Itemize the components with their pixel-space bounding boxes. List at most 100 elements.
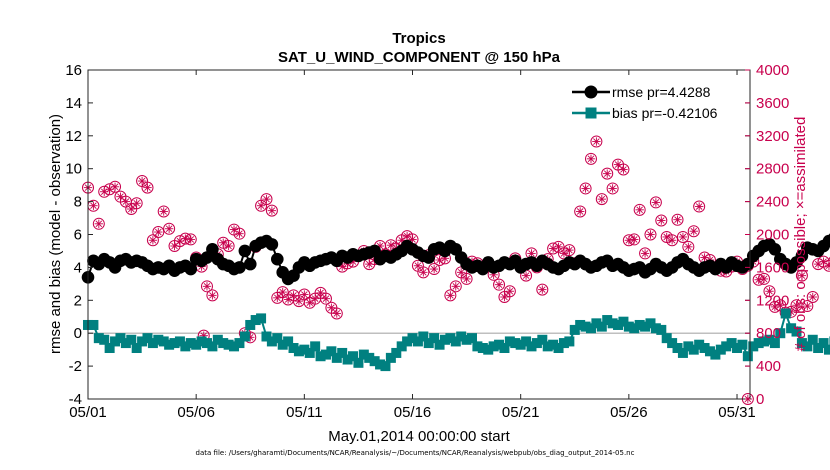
obs-circle bbox=[693, 200, 706, 213]
obs-point bbox=[676, 230, 689, 243]
obs-circle bbox=[260, 193, 273, 206]
obs-point bbox=[493, 278, 506, 291]
bias-point bbox=[418, 331, 429, 342]
bias-point bbox=[526, 341, 537, 352]
x-tick-label: 05/11 bbox=[286, 404, 322, 421]
bias-point bbox=[348, 351, 359, 362]
bias-point bbox=[564, 336, 575, 347]
obs-circle bbox=[763, 285, 776, 298]
obs-circle bbox=[222, 240, 235, 253]
bias-point bbox=[515, 339, 526, 350]
bias-point bbox=[607, 318, 618, 329]
obs-point bbox=[152, 226, 165, 239]
obs-point bbox=[671, 213, 684, 226]
bias-point bbox=[542, 341, 553, 352]
bias-point bbox=[423, 338, 434, 349]
x-tick-label: 05/21 bbox=[502, 404, 540, 421]
obs-circle bbox=[92, 217, 105, 230]
x-tick-label: 05/31 bbox=[718, 404, 756, 421]
obs-point bbox=[574, 205, 587, 218]
bias-point bbox=[223, 339, 234, 350]
bias-point bbox=[813, 343, 824, 354]
bias-point bbox=[710, 349, 721, 360]
obs-circle bbox=[584, 152, 597, 165]
obs-star-stroke bbox=[679, 233, 687, 241]
obs-star-stroke bbox=[776, 301, 784, 309]
bias-point bbox=[396, 341, 407, 352]
obs-star-stroke bbox=[609, 185, 616, 192]
bias-point bbox=[688, 344, 699, 355]
data-file-note: data file: /Users/gharamti/Documents/NCA… bbox=[195, 449, 635, 457]
bias-point bbox=[353, 357, 364, 368]
obs-point bbox=[682, 240, 695, 253]
obs-point bbox=[687, 225, 700, 238]
obs-point bbox=[536, 283, 549, 296]
bias-point bbox=[261, 331, 272, 342]
obs-star-stroke bbox=[430, 265, 438, 273]
obs-star-stroke bbox=[641, 250, 649, 257]
rmse-point bbox=[243, 257, 257, 271]
bias-point bbox=[672, 343, 683, 354]
x-tick-label: 05/01 bbox=[69, 404, 107, 421]
obs-point bbox=[200, 280, 213, 293]
bias-point bbox=[369, 356, 380, 367]
bias-point bbox=[272, 333, 283, 344]
obs-star-stroke bbox=[203, 283, 211, 290]
obs-star-stroke bbox=[187, 236, 195, 243]
obs-star-stroke bbox=[133, 199, 140, 207]
obs-circle bbox=[444, 289, 457, 302]
obs-circle bbox=[758, 272, 771, 285]
obs-star-stroke bbox=[820, 258, 827, 265]
rmse-point bbox=[265, 238, 279, 251]
obs-star-stroke bbox=[506, 287, 514, 295]
obs-circle bbox=[233, 227, 246, 240]
bias-point bbox=[683, 341, 694, 352]
legend: rmse pr=4.4288 bias pr=-0.42106 bbox=[572, 84, 718, 121]
bias-point bbox=[445, 333, 456, 344]
obs-star-stroke bbox=[528, 250, 535, 257]
obs-star-stroke bbox=[160, 208, 168, 215]
bias-point bbox=[569, 324, 580, 335]
obs-point bbox=[503, 285, 516, 298]
y-tick-label: 0 bbox=[74, 325, 82, 342]
bias-point bbox=[320, 349, 331, 360]
bias-point bbox=[699, 343, 710, 354]
y-tick-label: 16 bbox=[65, 62, 82, 79]
obs-star-stroke bbox=[365, 260, 373, 268]
y2-tick-label: 2400 bbox=[756, 194, 789, 211]
bias-point bbox=[818, 338, 829, 349]
obs-star-stroke bbox=[614, 161, 622, 168]
bias-point bbox=[553, 343, 564, 354]
obs-circle bbox=[428, 263, 441, 276]
obs-circle bbox=[666, 234, 679, 247]
y2-tick-label: 2000 bbox=[756, 227, 789, 244]
legend-bias-marker bbox=[585, 107, 597, 119]
obs-circle bbox=[801, 300, 814, 313]
obs-star-stroke bbox=[138, 177, 146, 185]
bias-point bbox=[283, 336, 294, 347]
bias-point bbox=[277, 339, 288, 350]
rmse-point bbox=[270, 252, 284, 266]
obs-circle bbox=[828, 256, 830, 265]
y-tick-label: 2 bbox=[74, 292, 82, 309]
obs-circle bbox=[330, 307, 343, 320]
obs-star-stroke bbox=[636, 206, 643, 214]
bias-point bbox=[667, 338, 678, 349]
obs-circle bbox=[806, 291, 819, 304]
obs-circle bbox=[200, 280, 213, 293]
obs-star-stroke bbox=[338, 263, 346, 270]
bias-point bbox=[250, 315, 261, 326]
obs-star-stroke bbox=[95, 220, 103, 228]
obs-circle bbox=[563, 244, 576, 257]
bias-point bbox=[288, 343, 299, 354]
obs-point bbox=[655, 214, 668, 227]
obs-circle bbox=[682, 240, 695, 253]
bias-point bbox=[732, 343, 743, 354]
obs-circle bbox=[606, 182, 619, 195]
bias-point bbox=[677, 347, 688, 358]
bias-series bbox=[83, 308, 830, 372]
obs-star-stroke bbox=[219, 239, 227, 247]
obs-star-stroke bbox=[90, 202, 97, 210]
bias-point bbox=[483, 344, 494, 355]
obs-circle bbox=[152, 226, 165, 239]
